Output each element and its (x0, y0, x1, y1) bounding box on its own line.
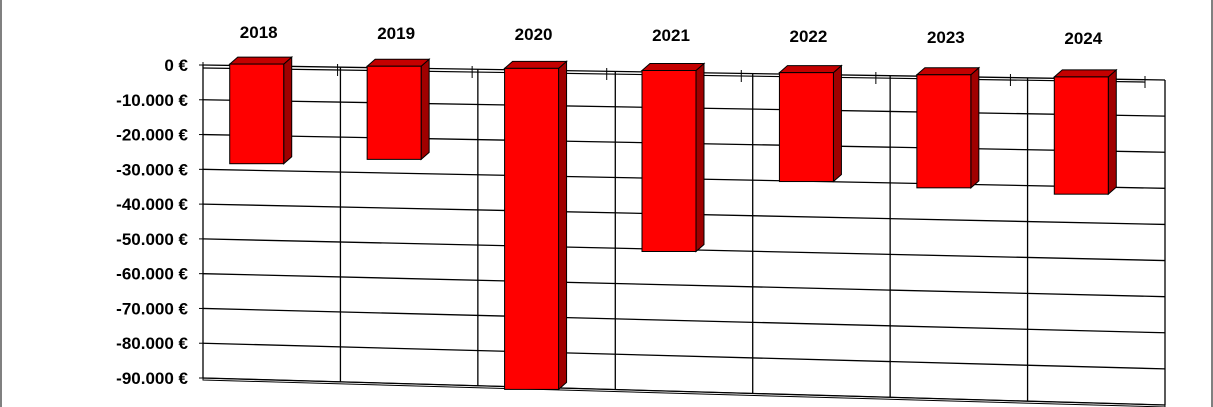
bar-side (283, 55, 293, 165)
bar-2023 (915, 66, 981, 189)
bar-top (1052, 69, 1118, 78)
y-tick-label: -60.000 € (116, 265, 188, 284)
y-tick-label: 0 € (164, 56, 188, 75)
bar-top (915, 67, 981, 76)
bar-front (778, 72, 834, 183)
bars (228, 55, 1118, 391)
y-tick-label: -40.000 € (116, 195, 188, 214)
bar-side (970, 66, 980, 189)
bar-side (695, 62, 705, 253)
bar-2022 (778, 64, 843, 183)
chart-floor (202, 377, 1166, 407)
x-tick-label: 2020 (515, 25, 553, 44)
y-tick-label: -80.000 € (116, 334, 188, 353)
y-tick-label: -20.000 € (116, 126, 188, 145)
x-tick-label: 2018 (240, 23, 278, 42)
bar-side (1107, 68, 1117, 196)
gridline-h (202, 307, 1166, 334)
bar-2019 (365, 58, 431, 161)
x-tick-label: 2021 (652, 26, 690, 45)
bar-side (420, 58, 430, 161)
y-tick-label: -70.000 € (116, 299, 188, 318)
x-tick-label: 2022 (790, 27, 828, 46)
x-tick-label: 2023 (927, 28, 965, 47)
gridline-h (202, 273, 1166, 298)
bar-2020 (503, 60, 568, 391)
bar-top (778, 65, 843, 74)
bar-front (366, 65, 422, 160)
bar-2024 (1052, 68, 1118, 196)
x-tick-label: 2024 (1064, 29, 1102, 48)
y-tick-label: -30.000 € (116, 160, 188, 179)
bar-top (228, 56, 294, 65)
bar-2021 (640, 62, 706, 253)
bar-side (832, 64, 842, 183)
x-tick-label: 2019 (377, 24, 415, 43)
bar-front (504, 67, 560, 390)
bar-top (503, 60, 568, 69)
bar-front (229, 63, 285, 165)
bar-2018 (228, 55, 294, 165)
bar-front (641, 70, 697, 252)
bar-top (640, 63, 706, 71)
category-axis-labels: 2018 2019 2020 2021 2022 2023 2024 (240, 23, 1103, 48)
bar-top (365, 58, 431, 67)
bar-side (558, 60, 568, 391)
y-tick-label: -50.000 € (116, 230, 188, 249)
bar-front (1053, 76, 1109, 195)
value-axis-labels: 0 € -10.000 € -20.000 € -30.000 € -40.000 € -… (116, 56, 188, 388)
gridline-h (202, 342, 1166, 370)
y-tick-label: -90.000 € (116, 369, 188, 388)
y-tick-label: -10.000 € (116, 91, 188, 110)
bar-front (916, 74, 972, 189)
